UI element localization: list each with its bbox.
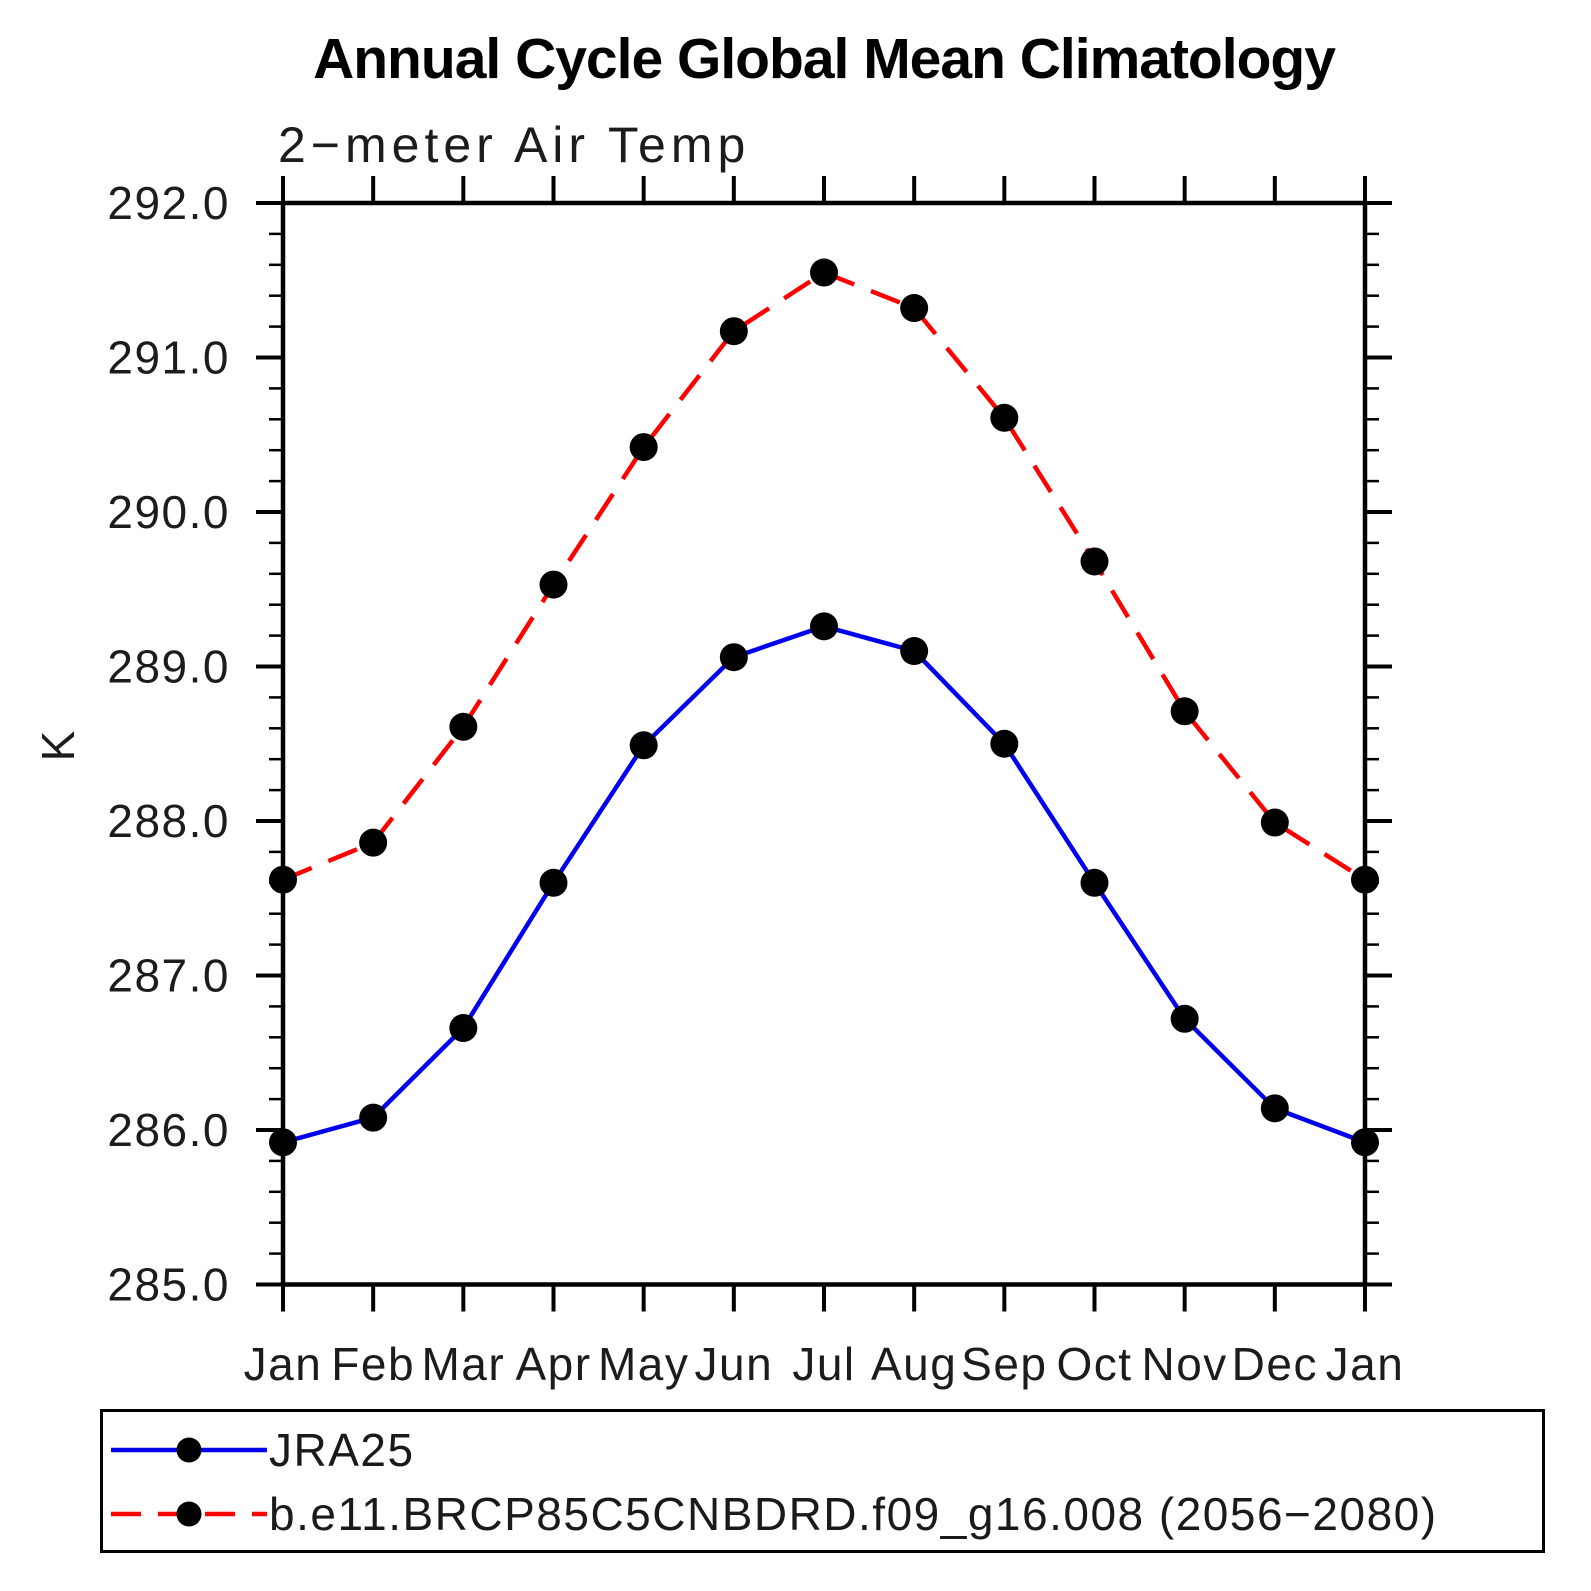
data-point-marker [1170, 1004, 1199, 1033]
data-point-marker [900, 294, 929, 323]
x-tick-label: Mar [421, 1338, 505, 1390]
data-point-marker [1351, 865, 1379, 894]
data-point-marker [629, 433, 658, 462]
data-point-marker [269, 865, 297, 894]
data-point-marker [1080, 547, 1109, 576]
legend-marker-dot [176, 1437, 202, 1463]
legend-swatch-solid-line [111, 1437, 267, 1463]
data-point-marker [1260, 808, 1289, 837]
data-point-marker [1351, 1128, 1379, 1157]
x-tick-label: Jun [694, 1338, 773, 1390]
x-tick-label: Oct [1056, 1338, 1132, 1390]
x-tick-label: Aug [871, 1338, 957, 1390]
y-tick-label: 287.0 [107, 950, 230, 1002]
data-point-marker [810, 258, 838, 287]
chart-subtitle: 2−meter Air Temp [278, 117, 751, 173]
data-point-marker [269, 1128, 297, 1157]
data-point-marker [810, 612, 838, 641]
legend-label-jra25: JRA25 [269, 1424, 415, 1476]
plot-border [280, 200, 1368, 1287]
y-tick-label: 289.0 [107, 641, 230, 693]
y-tick-label: 285.0 [107, 1259, 230, 1311]
data-point-marker [1170, 697, 1199, 726]
y-tick-label: 292.0 [107, 177, 230, 229]
y-tick-label: 291.0 [107, 332, 230, 384]
y-tick-label: 286.0 [107, 1104, 230, 1156]
legend-label-model: b.e11.BRCP85C5CNBDRD.f09_g16.008 (2056−2… [269, 1488, 1438, 1540]
data-point-marker [1080, 868, 1109, 897]
chart-title: Annual Cycle Global Mean Climatology [313, 27, 1336, 91]
data-point-marker [900, 637, 929, 666]
data-point-marker [449, 712, 478, 741]
data-point-marker [359, 828, 388, 857]
y-tick-label: 288.0 [107, 795, 230, 847]
data-point-marker [539, 570, 568, 599]
x-tick-label: Dec [1232, 1338, 1318, 1390]
data-point-marker [719, 317, 748, 346]
legend-item-jra25: JRA25 [109, 1424, 415, 1476]
data-point-marker [629, 731, 658, 760]
data-point-marker [719, 643, 748, 672]
legend: JRA25 b.e11.BRCP85C5CNBDRD.f09_g16.008 (… [100, 1409, 1545, 1553]
x-tick-label: May [598, 1338, 689, 1390]
legend-swatch-dashed-line [111, 1501, 267, 1527]
x-tick-label: Feb [331, 1338, 415, 1390]
series-line-model [282, 270, 1367, 882]
x-tick-label: Jan [244, 1338, 323, 1390]
x-tick-label: Apr [515, 1338, 591, 1390]
x-tick-label: Sep [961, 1338, 1047, 1390]
data-point-marker [990, 403, 1019, 432]
x-tick-label: Jan [1326, 1338, 1405, 1390]
data-point-marker [449, 1014, 478, 1043]
legend-item-model: b.e11.BRCP85C5CNBDRD.f09_g16.008 (2056−2… [109, 1488, 1438, 1540]
series-line-jra25 [282, 624, 1366, 1145]
data-point-marker [539, 868, 568, 897]
data-point-marker [990, 729, 1019, 758]
x-tick-label: Nov [1142, 1338, 1228, 1390]
data-point-marker [1260, 1094, 1289, 1123]
x-tick-label: Jul [792, 1338, 855, 1390]
y-tick-label: 290.0 [107, 486, 230, 538]
legend-marker-dot [176, 1501, 202, 1527]
data-point-marker [359, 1103, 388, 1132]
